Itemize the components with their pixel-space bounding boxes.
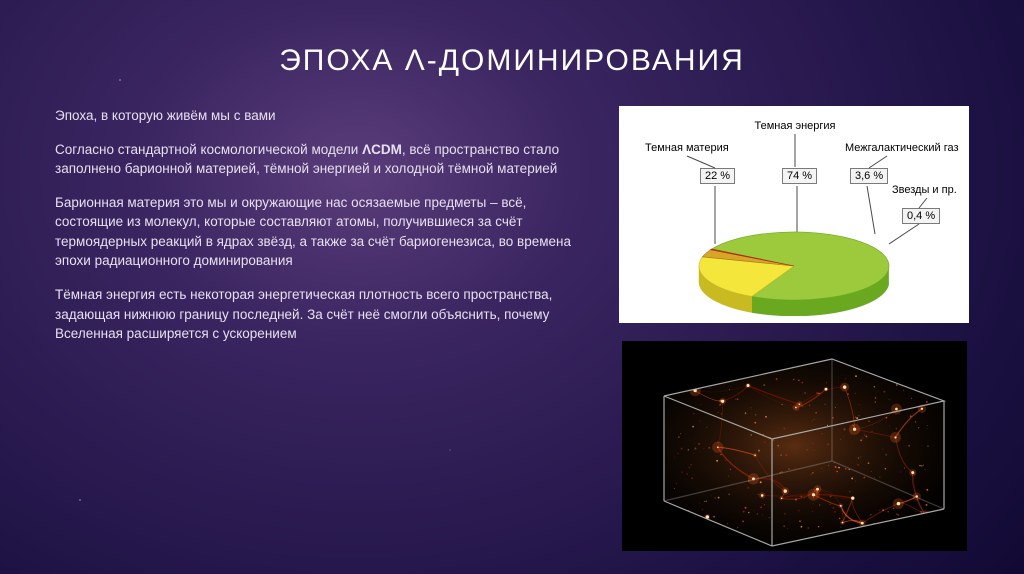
para-2-bold: ΛCDM: [362, 142, 402, 157]
cube-svg: [622, 341, 967, 551]
slide-root: ЭПОХА Λ-ДОМИНИРОВАНИЯ Эпоха, в которую ж…: [0, 0, 1024, 574]
pie-3d: [684, 216, 904, 316]
image-column: Темная энергия Темная материя Межгалакти…: [619, 106, 969, 551]
para-2a: Согласно стандартной космологической мод…: [55, 142, 362, 157]
content-row: Эпоха, в которую живём мы с вами Согласн…: [55, 106, 969, 551]
text-column: Эпоха, в которую живём мы с вами Согласн…: [55, 106, 591, 551]
para-1: Эпоха, в которую живём мы с вами: [55, 106, 591, 126]
cosmic-web-cube: [622, 341, 967, 551]
pie-chart-area: Темная энергия Темная материя Межгалакти…: [627, 116, 961, 311]
para-3: Барионная материя это мы и окружающие на…: [55, 193, 591, 271]
pie-chart-card: Темная энергия Темная материя Межгалакти…: [619, 106, 969, 323]
slide-title: ЭПОХА Λ-ДОМИНИРОВАНИЯ: [55, 44, 969, 78]
para-2: Согласно стандартной космологической мод…: [55, 140, 591, 179]
para-4: Тёмная энергия есть некоторая энергетиче…: [55, 285, 591, 344]
